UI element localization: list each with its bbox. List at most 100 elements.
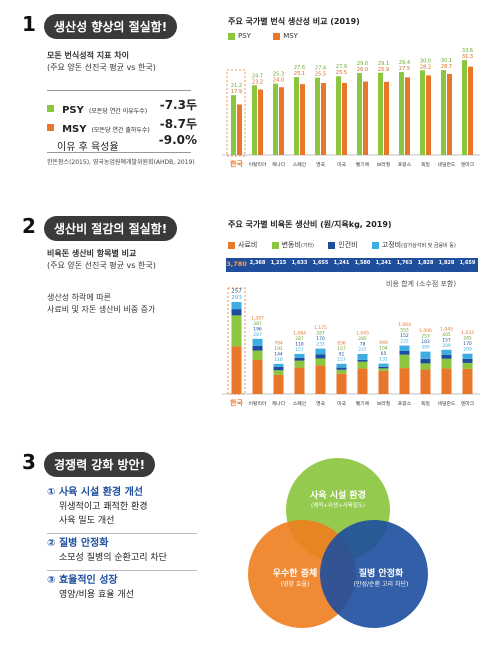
bar-segment-2 [462, 358, 473, 363]
data-label-psy: 29.4 [399, 60, 410, 66]
total-value: 1,655 [312, 260, 329, 266]
section2-title: 생산비 절감의 절실함! [44, 216, 178, 241]
data-label: 1,397 [251, 315, 264, 321]
data-label: 1,064 [398, 322, 411, 328]
data-label-psy: 27.6 [294, 65, 305, 71]
bar-msy [321, 83, 326, 155]
tick-label: 캐나다 [272, 161, 286, 168]
bar-segment-0 [441, 368, 452, 394]
tick-label: 스페인 [293, 400, 306, 407]
bar-segment-0 [273, 374, 284, 394]
bar-segment-0 [252, 360, 263, 394]
data-label-msy: 27.5 [399, 66, 410, 72]
data-label-psy: 30.1 [441, 58, 452, 64]
source-note: 한돈팜스(2015), 영국농업원예개발위원회(AHDB, 2019) [47, 159, 195, 166]
data-label: 836 [337, 340, 346, 346]
metric-value: -7.3두 [159, 98, 197, 112]
bar-segment-0 [231, 346, 242, 394]
strategy-heading: ③ 효율적인 성장 [47, 575, 118, 586]
bar-segment-0 [294, 367, 305, 394]
data-label-msy: 26.0 [357, 67, 368, 73]
chart1-legend: PSY MSY [228, 32, 298, 40]
total-value: 1,828 [438, 260, 455, 266]
metric-row-weaning: 이유 후 육성율 -9.0% [57, 133, 197, 154]
bar-segment-3 [399, 345, 410, 351]
bar-psy [420, 70, 425, 155]
bar-segment-3 [252, 338, 263, 346]
data-label: 287 [316, 331, 325, 337]
bar-segment-2 [273, 366, 284, 371]
data-label-msy: 24.0 [273, 78, 284, 84]
data-label: 293 [231, 295, 242, 301]
total-value: 1,580 [354, 260, 371, 266]
bar-segment-0 [399, 368, 410, 394]
strategy-heading: ② 질병 안정화 [47, 538, 109, 549]
data-label-msy: 31.3 [462, 54, 473, 60]
total-value: 1,241 [333, 260, 350, 266]
bar-psy [441, 70, 446, 155]
data-label: 131 [379, 357, 388, 363]
bar-segment-2 [420, 358, 431, 364]
bar-psy [231, 95, 236, 155]
total-value: 1,828 [417, 260, 434, 266]
bar-segment-3 [231, 302, 242, 310]
venn-title: 우수한 증체 [272, 569, 318, 579]
section1-subtitle2: (주요 양돈 선진국 평균 vs 한국) [47, 63, 156, 72]
tick-label: 이탈리아 [249, 400, 267, 407]
section3-number: 3 [22, 450, 36, 474]
strategy-item: ③ 효율적인 성장 영양/비용 효율 개선 [47, 574, 197, 602]
data-label: 287 [295, 336, 304, 342]
bar-segment-0 [378, 370, 389, 394]
data-label: 118 [274, 357, 283, 363]
tick-label: 미국 [337, 400, 346, 407]
tick-label: 독일 [421, 400, 430, 407]
venn-diagram: 사육 시설 환경 (쾌적+위생+사육밀도) 우수한 증체 (영양 효율) 질병 … [248, 458, 428, 638]
tick-label: 덴마크 [461, 161, 475, 168]
data-label: 405 [442, 332, 451, 338]
data-label: 253 [421, 334, 430, 340]
legend-extra: (기타) [300, 243, 314, 249]
data-label: 152 [400, 333, 409, 339]
data-label-msy: 25.1 [294, 71, 305, 77]
legend-label: 사료비 [238, 241, 258, 249]
venn-title: 사육 시설 환경 [310, 491, 366, 501]
tick-label: 네덜란드 [438, 161, 456, 168]
data-label: 1,175 [314, 325, 327, 331]
bar-segment-1 [231, 315, 242, 347]
tick-label: 영국 [316, 400, 325, 407]
strategy-list: ① 사육 시설 환경 개선 위생적이고 쾌적한 환경 사육 밀도 개선 ② 질병… [47, 486, 197, 602]
bar-segment-3 [336, 363, 347, 368]
bar-segment-1 [357, 361, 368, 369]
data-label-msy: 25.5 [315, 72, 326, 78]
bar-segment-3 [273, 363, 284, 367]
legend-swatch [228, 241, 235, 249]
bar-psy [294, 77, 299, 155]
total-value: 1,763 [396, 260, 413, 266]
bar-msy [468, 66, 473, 155]
bar-segment-3 [441, 349, 452, 355]
metric-value: -9.0% [158, 133, 197, 147]
data-label: 157 [337, 357, 346, 363]
section2-note-line: 사료비 및 자돈 생산비 비중 증가 [47, 305, 156, 314]
bar-msy [279, 87, 284, 155]
bar-msy [300, 84, 305, 155]
legend-swatch-msy [273, 32, 281, 40]
bar-segment-2 [315, 354, 326, 359]
data-label: 1,267 [229, 286, 245, 288]
data-label: 1,045 [440, 326, 453, 332]
data-label: 237 [358, 347, 367, 353]
venn-sub: (영양 효율) [280, 581, 310, 588]
data-label: 183 [421, 339, 430, 345]
venn-title: 질병 안정화 [358, 569, 404, 579]
bar-segment-3 [378, 363, 389, 367]
divider [47, 570, 197, 571]
section3-title: 경쟁력 강화 방안! [44, 452, 156, 477]
bar-segment-1 [315, 358, 326, 366]
bar-segment-0 [315, 365, 326, 394]
divider [47, 533, 197, 534]
data-label: 1,006 [419, 328, 432, 334]
chart2-legend: 사료비 변동비(기타) 인건비 고정비(감가상각비 및 금융비 등) [228, 240, 456, 250]
legend-label: MSY [283, 32, 298, 40]
data-label: 387 [253, 321, 262, 327]
data-label: 233 [316, 342, 325, 348]
